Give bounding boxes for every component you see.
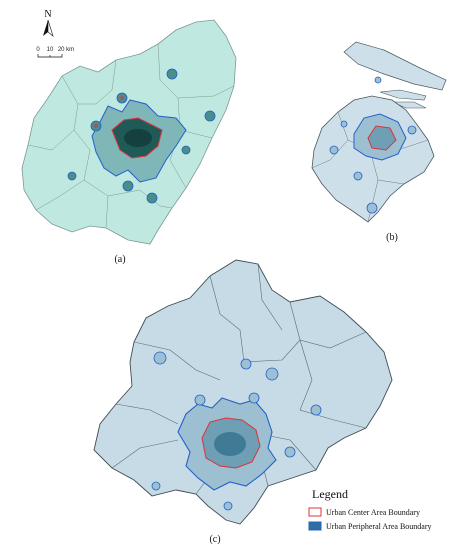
scale-bar: 0 10 20 km: [36, 47, 74, 58]
scale-tick-20: 20 km: [58, 47, 74, 53]
legend-swatch-peripheral: [308, 521, 322, 531]
panel-b-map: [311, 41, 447, 223]
panel-c-label: (c): [209, 534, 220, 545]
legend-label-center: Urban Center Area Boundary: [326, 508, 420, 517]
scale-tick-10: 10: [47, 47, 54, 53]
panel-c-region: [93, 259, 393, 525]
scale-tick-0: 0: [36, 47, 40, 53]
panel-a-map: [21, 19, 237, 245]
panel-b-island-large: [343, 41, 447, 91]
legend-label-peripheral: Urban Peripheral Area Boundary: [326, 522, 432, 531]
legend-swatch-center: [308, 507, 322, 517]
panel-b-label: (b): [386, 232, 398, 243]
legend-title: Legend: [312, 487, 348, 501]
legend: Legend Urban Center Area Boundary Urban …: [308, 487, 432, 531]
panel-c-map: [93, 259, 393, 525]
north-arrow: N: [43, 9, 54, 37]
panel-b-region: [311, 95, 435, 223]
panel-a-label: (a): [114, 254, 125, 265]
panel-b-center: [367, 125, 397, 151]
north-letter: N: [44, 9, 51, 20]
